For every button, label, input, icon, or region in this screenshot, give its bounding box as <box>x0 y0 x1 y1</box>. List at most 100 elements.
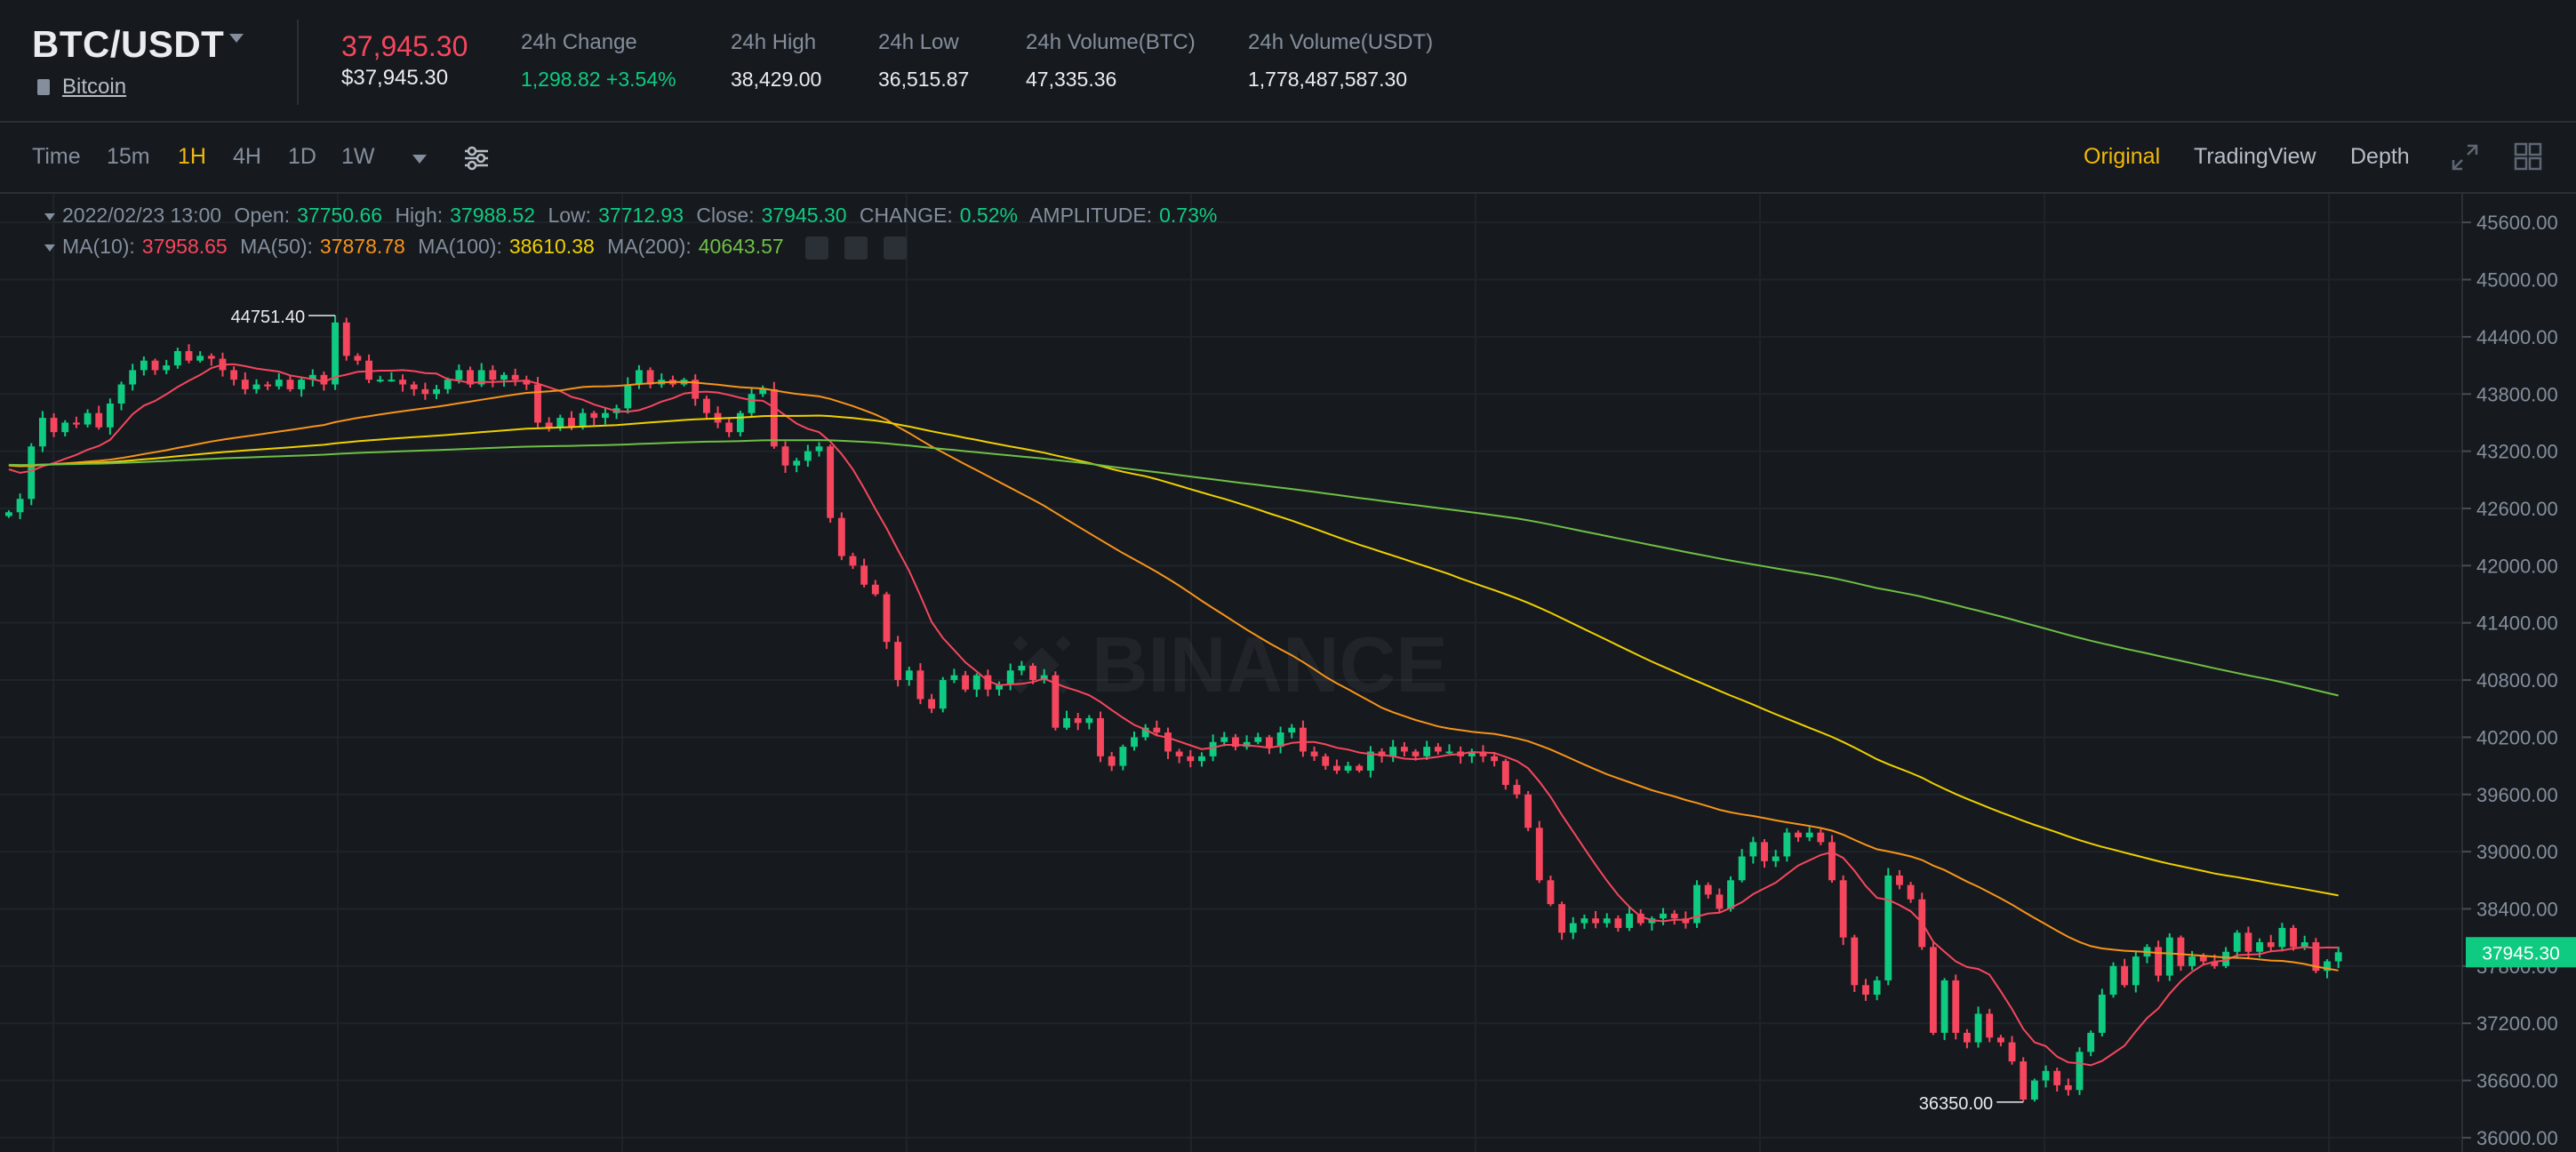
price-tick-label: 40800.00 <box>2476 669 2558 692</box>
candle-body <box>1580 918 1588 924</box>
interval-1h[interactable]: 1H <box>178 144 206 169</box>
view-tradingview[interactable]: TradingView <box>2194 144 2316 169</box>
ohlc-legend: 2022/02/23 13:00 Open: 37750.66 High: 3798… <box>44 204 1224 228</box>
candle-body <box>421 388 429 395</box>
candle-body <box>646 370 654 385</box>
price-tick-label: 37200.00 <box>2476 1012 2558 1035</box>
candle-body <box>455 370 463 380</box>
candle-body <box>1243 741 1251 748</box>
fullscreen-icon[interactable] <box>2450 142 2480 172</box>
candle-body <box>2042 1070 2050 1081</box>
candle-body <box>748 394 756 413</box>
candle-body <box>354 356 362 361</box>
ma10-label: MA(10): <box>62 235 135 258</box>
chevron-down-icon[interactable] <box>229 34 244 43</box>
ma100-line <box>8 414 2339 897</box>
current-price-tag: 37945.30 <box>2466 937 2576 968</box>
chart-toolbar: Time 15m 1H 4H 1D 1W Original TradingVie… <box>0 123 2576 194</box>
candle-body <box>207 356 215 359</box>
candle-body <box>72 422 80 425</box>
interval-4h[interactable]: 4H <box>233 144 261 169</box>
candle-body <box>1299 727 1307 752</box>
ma100-label: MA(100): <box>418 235 502 258</box>
price-tag-label: 37945.30 <box>2482 943 2560 964</box>
candle-body <box>534 384 541 423</box>
stat-value: 1,778,487,587.30 <box>1248 68 1408 91</box>
close-icon[interactable] <box>884 236 908 260</box>
candle-body <box>1817 832 1825 843</box>
candle-body <box>264 384 272 387</box>
candle-body <box>1626 913 1633 928</box>
ma-legend: MA(10): 37958.65 MA(50): 37878.78 MA(100):… <box>44 235 914 260</box>
candle-body <box>1839 880 1847 938</box>
ma10-value: 37958.65 <box>141 235 228 258</box>
change-label: CHANGE: <box>859 204 953 227</box>
price-tick-label: 36000.00 <box>2476 1127 2558 1149</box>
candle-body <box>2244 932 2252 952</box>
candle-body <box>230 370 238 380</box>
pair-selector[interactable]: BTC/USDT <box>32 23 225 65</box>
interval-15m[interactable]: 15m <box>107 144 150 169</box>
price-tick-label: 38400.00 <box>2476 898 2558 920</box>
candlestick-chart[interactable]: BINANCE 44751.40 36350.00 45600.00 45000.0… <box>0 194 2576 1152</box>
interval-1w[interactable]: 1W <box>341 144 375 169</box>
coin-link[interactable]: Bitcoin <box>62 75 127 99</box>
eye-icon[interactable] <box>805 236 829 260</box>
candle-body <box>241 380 249 389</box>
candle-body <box>185 350 193 361</box>
price-tick-label: 39000.00 <box>2476 841 2558 863</box>
ma200-value: 40643.57 <box>698 235 784 258</box>
candle-body <box>1704 884 1712 895</box>
candle-body <box>163 365 171 371</box>
interval-1d[interactable]: 1D <box>288 144 316 169</box>
interval-time[interactable]: Time <box>32 144 81 169</box>
view-depth[interactable]: Depth <box>2350 144 2410 169</box>
candle-body <box>1940 980 1948 1033</box>
candle-body <box>1332 765 1340 771</box>
candle-body <box>1108 756 1116 766</box>
layout-grid-icon[interactable] <box>2514 142 2542 171</box>
collapse-caret-icon[interactable] <box>44 244 55 252</box>
view-original[interactable]: Original <box>2084 144 2161 169</box>
min-marker-label: 36350.00 <box>1919 1094 1993 1114</box>
candle-body <box>1097 717 1104 756</box>
collapse-caret-icon[interactable] <box>44 212 55 220</box>
candle-body <box>1535 828 1543 881</box>
candle-body <box>173 350 181 366</box>
candle-body <box>1434 747 1442 752</box>
candle-body <box>1851 937 1859 986</box>
settings-gear-icon[interactable] <box>844 236 868 260</box>
candle-body <box>1164 732 1172 752</box>
candle-body <box>984 675 992 690</box>
candle-body <box>950 675 958 681</box>
high-value: 37988.52 <box>450 204 536 227</box>
last-price: 37,945.30 <box>341 30 468 62</box>
stat-24h-volume-btc: 24h Volume(BTC) 47,335.36 <box>1026 30 1196 92</box>
candle-body <box>1074 717 1082 724</box>
document-icon <box>37 79 50 95</box>
candle-body <box>2211 961 2219 966</box>
price-tick-label: 42000.00 <box>2476 555 2558 577</box>
indicator-settings-icon[interactable] <box>462 144 491 172</box>
candle-body <box>399 380 406 385</box>
candle-body <box>2324 961 2331 972</box>
candle-body <box>1761 842 1768 861</box>
candle-body <box>883 594 891 643</box>
candle-body <box>590 412 598 419</box>
candle-body <box>1772 856 1780 861</box>
candle-body <box>129 370 137 385</box>
high-label: High: <box>395 204 444 227</box>
more-intervals-chevron-icon[interactable] <box>412 155 427 164</box>
candle-body <box>1400 747 1408 752</box>
legend-date: 2022/02/23 13:00 <box>62 204 222 227</box>
candle-body <box>1884 875 1892 980</box>
candle-body <box>28 446 36 500</box>
stat-value: 38,429.00 <box>731 68 822 91</box>
candle-body <box>1501 761 1509 786</box>
candle-body <box>1119 747 1127 766</box>
candle-body <box>1322 756 1330 766</box>
candle-body <box>2290 927 2297 948</box>
price-tick-label: 44400.00 <box>2476 326 2558 348</box>
candle-body <box>467 370 474 385</box>
candle-body <box>636 370 643 385</box>
